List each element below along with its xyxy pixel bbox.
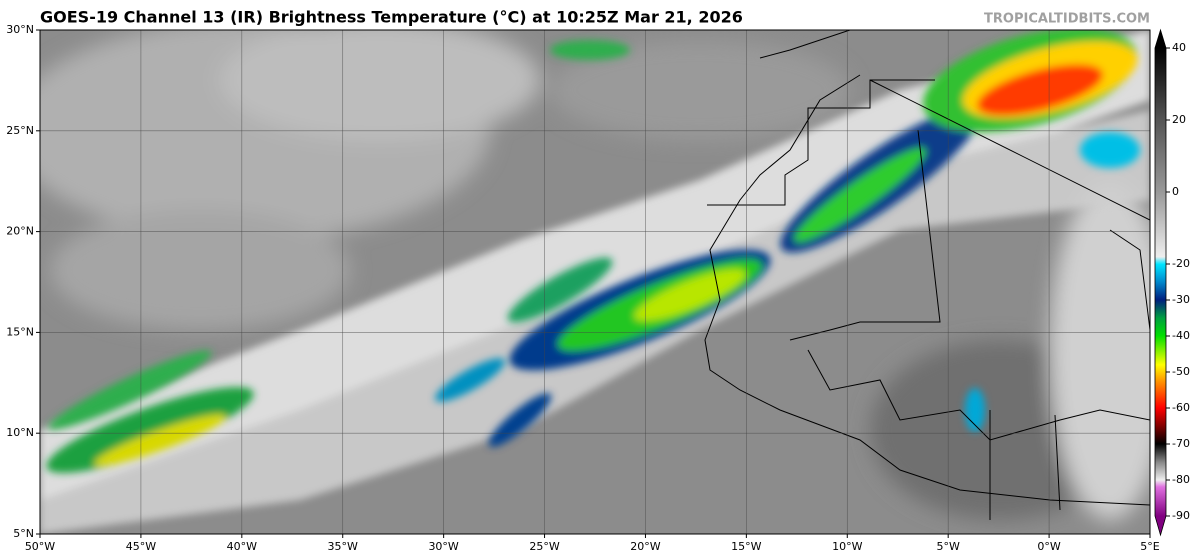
colorbar-tick-label: 0 xyxy=(1172,185,1179,198)
map-frame xyxy=(39,29,1151,535)
y-tick-label: 20°N xyxy=(6,225,34,238)
colorbar-tick-label: -40 xyxy=(1172,329,1190,342)
y-tick-label: 10°N xyxy=(6,426,34,439)
x-tick-label: 30°W xyxy=(428,540,458,553)
borders xyxy=(704,30,1150,520)
x-tick-label: 5°E xyxy=(1140,540,1159,553)
colorbar-tick-label: -90 xyxy=(1172,509,1190,522)
y-tick-label: 5°N xyxy=(13,527,34,540)
x-tick-label: 25°W xyxy=(529,540,559,553)
satellite-image xyxy=(40,30,1150,534)
colorbar-tick-label: 40 xyxy=(1172,41,1186,54)
x-tick-label: 20°W xyxy=(630,540,660,553)
colorbar xyxy=(1154,28,1167,537)
colorbar-tick-label: 20 xyxy=(1172,113,1186,126)
colorbar-tick-label: -30 xyxy=(1172,293,1190,306)
colorbar-tick-label: -20 xyxy=(1172,257,1190,270)
colorbar-tick-label: -50 xyxy=(1172,365,1190,378)
y-tick-label: 25°N xyxy=(6,124,34,137)
x-tick-label: 15°W xyxy=(731,540,761,553)
credit: TROPICALTIDBITS.COM xyxy=(984,12,1150,27)
x-tick-label: 0°W xyxy=(1037,540,1060,553)
x-tick-label: 40°W xyxy=(227,540,257,553)
y-tick-label: 30°N xyxy=(6,23,34,36)
title: GOES-19 Channel 13 (IR) Brightness Tempe… xyxy=(40,8,743,27)
x-tick-label: 50°W xyxy=(25,540,55,553)
x-tick-label: 35°W xyxy=(328,540,358,553)
graticule: 50°W 45°W 40°W 35°W 30°W 25°W 20°W 15°W 10°W 5°W 0… xyxy=(6,23,1160,553)
colorbar-ticks: 40 20 0 -20 -30 -40 -50 -60 -70 -80 -90 xyxy=(1166,41,1190,522)
colorbar-tick-label: -60 xyxy=(1172,401,1190,414)
x-tick-label: 10°W xyxy=(832,540,862,553)
x-tick-label: 45°W xyxy=(126,540,156,553)
x-tick-label: 5°W xyxy=(936,540,959,553)
y-tick-label: 15°N xyxy=(6,325,34,338)
colorbar-tick-label: -70 xyxy=(1172,437,1190,450)
colorbar-tick-label: -80 xyxy=(1172,473,1190,486)
